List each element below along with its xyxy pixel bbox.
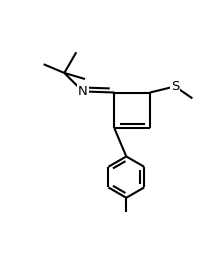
Text: N: N bbox=[78, 85, 88, 98]
Text: S: S bbox=[171, 80, 179, 93]
